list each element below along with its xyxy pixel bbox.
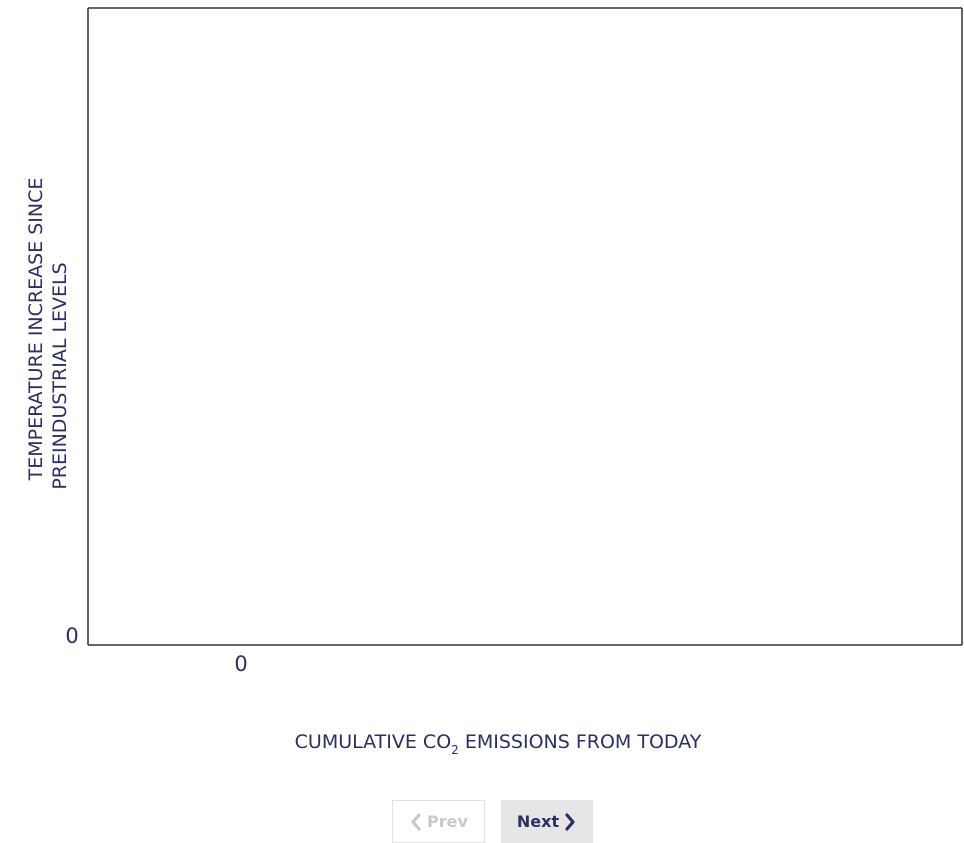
next-button[interactable]: Next: [501, 800, 593, 843]
y-tick-label: 0: [65, 624, 78, 648]
prev-button[interactable]: Prev: [392, 800, 485, 843]
chevron-right-icon: [565, 812, 575, 831]
y-axis-title-line1: TEMPERATURE INCREASE SINCE: [25, 178, 47, 482]
chevron-left-icon: [411, 812, 421, 831]
navigation-bar: Prev Next: [0, 800, 964, 843]
x-axis-title-subscript: 2: [451, 743, 459, 757]
x-tick-label: 0: [234, 652, 247, 676]
next-button-label: Next: [516, 812, 560, 831]
x-axis-title-main: CUMULATIVE CO: [295, 731, 452, 753]
y-axis-title-line2: PREINDUSTRIAL LEVELS: [49, 262, 71, 489]
x-axis-title-suffix: EMISSIONS FROM TODAY: [459, 731, 702, 753]
prev-button-label: Prev: [427, 812, 468, 831]
x-axis-title: CUMULATIVE CO2 EMISSIONS FROM TODAY: [295, 731, 702, 757]
